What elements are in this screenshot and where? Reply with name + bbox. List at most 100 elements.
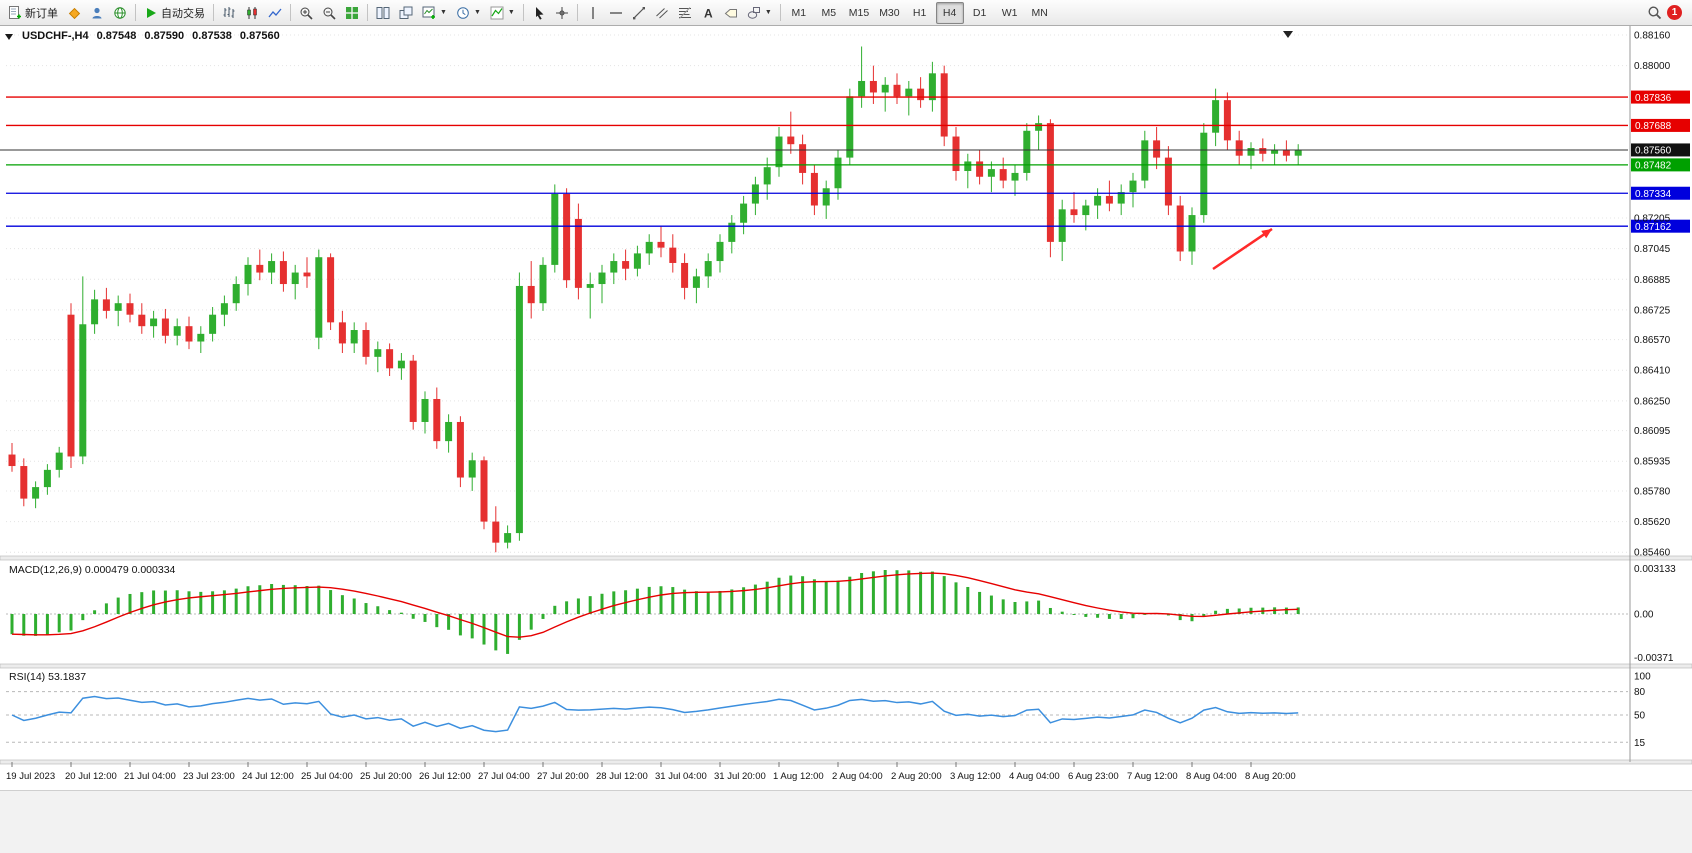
horizontal-line-button[interactable]	[605, 2, 627, 24]
timeframe-button-m15[interactable]: M15	[848, 6, 870, 19]
auto-arrange-button[interactable]	[372, 2, 394, 24]
candle-body	[350, 330, 358, 344]
crosshair-button[interactable]	[551, 2, 573, 24]
time-axis-label[interactable]: 26 Jul 12:00	[419, 771, 471, 782]
time-axis-label[interactable]: 8 Aug 04:00	[1186, 771, 1237, 782]
candle-body	[244, 264, 252, 285]
price-tag	[1631, 118, 1690, 132]
profiles-button[interactable]: ▼	[452, 2, 485, 24]
timeframe-button-h1[interactable]: H1	[912, 6, 927, 19]
chart-window[interactable]: 0.87836 0.87688 0.87482 0.87334 0.87162 0.875…	[0, 26, 1692, 790]
timeframe-button-d1[interactable]: D1	[972, 6, 987, 19]
market-button[interactable]	[109, 2, 131, 24]
candle-body	[492, 521, 500, 543]
search-button[interactable]	[1643, 2, 1666, 24]
candle-body	[799, 144, 807, 173]
time-axis-label[interactable]: 2 Aug 20:00	[891, 771, 942, 782]
time-axis-label[interactable]: 24 Jul 12:00	[242, 771, 294, 782]
new-order-label: 新订单	[25, 7, 58, 20]
time-axis-label[interactable]: 20 Jul 12:00	[65, 771, 117, 782]
candle-body	[468, 460, 476, 478]
time-axis-label[interactable]: 21 Jul 04:00	[124, 771, 176, 782]
time-axis-label[interactable]: 25 Jul 04:00	[301, 771, 353, 782]
text-button[interactable]: A	[697, 2, 719, 24]
candle-body	[55, 452, 63, 470]
community-button[interactable]	[86, 2, 108, 24]
candle-body	[681, 262, 689, 288]
time-axis-label[interactable]: 8 Aug 20:00	[1245, 771, 1296, 782]
panel-separator[interactable]	[0, 555, 1692, 561]
search-icon	[1648, 6, 1662, 20]
timeframe-button-w1[interactable]: W1	[1001, 6, 1018, 19]
new-chart-icon	[422, 6, 435, 19]
indicators-button[interactable]: ▼	[486, 2, 519, 24]
fibonacci-button[interactable]	[674, 2, 696, 24]
panel-separator[interactable]	[0, 663, 1692, 669]
price-axis-label: 0.86095	[1634, 426, 1671, 437]
time-axis-label[interactable]: 19 Jul 2023	[6, 771, 55, 782]
macd-axis-label: -0.00371	[1634, 653, 1674, 664]
label-button[interactable]	[720, 2, 742, 24]
macd-panel-header: MACD(12,26,9) 0.000479 0.000334	[9, 564, 175, 576]
cursor-button[interactable]	[528, 2, 550, 24]
timeframe-button-m5[interactable]: M5	[821, 6, 837, 19]
notification-badge[interactable]: 1	[1667, 5, 1682, 20]
line-chart-button[interactable]	[264, 2, 286, 24]
trendline-button[interactable]	[628, 2, 650, 24]
svg-text:A: A	[704, 6, 713, 20]
time-axis-label[interactable]: 3 Aug 12:00	[950, 771, 1001, 782]
timeframe-button-mn[interactable]: MN	[1031, 6, 1048, 19]
price-tag	[1631, 219, 1690, 233]
timeframe-button-m30[interactable]: M30	[879, 6, 900, 19]
candle-body	[952, 136, 960, 172]
mql-editor-button[interactable]	[63, 2, 85, 24]
auto-trading-button[interactable]: 自动交易	[140, 2, 209, 24]
time-axis-label[interactable]: 7 Aug 12:00	[1127, 771, 1178, 782]
zoom-out-button[interactable]	[318, 2, 340, 24]
price-tag-text: 0.87162	[1635, 222, 1672, 233]
candle-body	[8, 454, 16, 467]
rsi-value: 53.1837	[48, 671, 87, 683]
time-axis-label[interactable]: 4 Aug 04:00	[1009, 771, 1060, 782]
time-axis-label[interactable]: 27 Jul 20:00	[537, 771, 589, 782]
candle-body	[279, 261, 287, 285]
candle-body	[197, 333, 205, 342]
price-axis-label: 0.86725	[1634, 305, 1671, 316]
time-axis-label[interactable]: 23 Jul 23:00	[183, 771, 235, 782]
shapes-button[interactable]: ▼	[743, 2, 776, 24]
one-click-trading-toggle[interactable]	[5, 34, 13, 40]
cascade-windows-button[interactable]	[395, 2, 417, 24]
vertical-line-button[interactable]	[582, 2, 604, 24]
time-axis-label[interactable]: 1 Aug 12:00	[773, 771, 824, 782]
candle-body	[1023, 130, 1031, 173]
arrow-annotation[interactable]	[1212, 227, 1273, 271]
time-axis-label[interactable]: 2 Aug 04:00	[832, 771, 883, 782]
tile-windows-button[interactable]	[341, 2, 363, 24]
zoom-in-button[interactable]	[295, 2, 317, 24]
timeframe-button-h4[interactable]: H4	[935, 1, 964, 24]
candlestick-chart-button[interactable]	[241, 2, 263, 24]
panel-separator[interactable]	[0, 759, 1692, 765]
time-axis-label[interactable]: 31 Jul 04:00	[655, 771, 707, 782]
zoom-out-icon	[323, 7, 336, 20]
bar-chart-button[interactable]	[218, 2, 240, 24]
time-axis-label[interactable]: 25 Jul 20:00	[360, 771, 412, 782]
channel-button[interactable]	[651, 2, 673, 24]
rsi-axis-label: 15	[1634, 738, 1646, 749]
trendline-icon	[632, 6, 645, 19]
timeframe-button-m1[interactable]: M1	[791, 6, 807, 19]
time-axis-label[interactable]: 6 Aug 23:00	[1068, 771, 1119, 782]
time-axis-label[interactable]: 31 Jul 20:00	[714, 771, 766, 782]
new-order-button[interactable]: 新订单	[4, 2, 62, 24]
candle-body	[869, 80, 877, 93]
time-axis-label[interactable]: 28 Jul 12:00	[596, 771, 648, 782]
auto-trading-label: 自动交易	[161, 7, 205, 20]
time-axis-label[interactable]: 27 Jul 04:00	[478, 771, 530, 782]
candle-body	[692, 276, 700, 288]
rsi-panel-header: RSI(14) 53.1837	[9, 671, 86, 683]
new-chart-button[interactable]: ▼	[418, 2, 451, 24]
candle-body	[220, 303, 228, 315]
candle-body	[362, 330, 370, 357]
chart-shift-marker[interactable]	[1283, 31, 1293, 38]
text-icon: A	[704, 6, 713, 20]
